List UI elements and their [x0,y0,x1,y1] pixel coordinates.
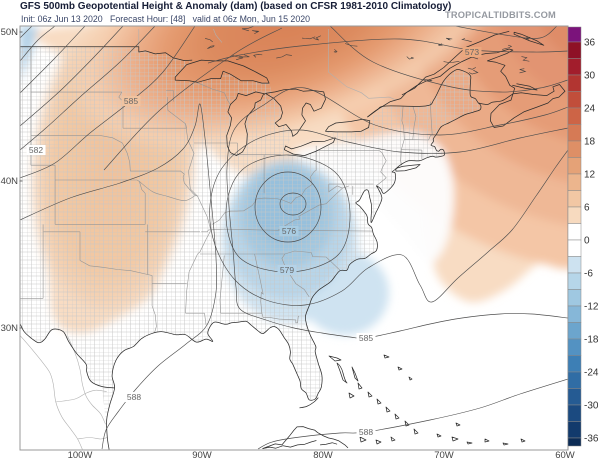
svg-text:579: 579 [280,265,294,275]
svg-text:80W: 80W [313,450,333,461]
svg-text:12: 12 [584,170,596,181]
svg-text:-6: -6 [584,269,593,280]
svg-text:18: 18 [584,137,596,148]
svg-text:585: 585 [124,96,138,106]
svg-text:-36: -36 [584,434,599,445]
svg-text:-12: -12 [584,302,599,313]
svg-text:573: 573 [465,47,479,57]
svg-text:40N: 40N [1,176,19,187]
svg-text:36: 36 [584,38,596,49]
svg-text:0: 0 [584,236,590,247]
svg-text:30N: 30N [1,323,19,334]
svg-text:-18: -18 [584,335,599,346]
svg-text:90W: 90W [192,450,212,461]
svg-text:585: 585 [359,333,373,343]
svg-text:100W: 100W [68,450,93,461]
svg-text:588: 588 [127,392,141,402]
svg-text:-30: -30 [584,401,599,412]
svg-text:582: 582 [29,145,43,155]
svg-text:6: 6 [584,203,590,214]
svg-text:60W: 60W [555,450,575,461]
svg-text:30: 30 [584,71,596,82]
svg-text:588: 588 [359,427,373,437]
svg-text:50N: 50N [1,27,19,38]
svg-text:70W: 70W [434,450,454,461]
svg-text:-24: -24 [584,368,599,379]
svg-text:576: 576 [282,226,296,236]
svg-text:24: 24 [584,104,596,115]
